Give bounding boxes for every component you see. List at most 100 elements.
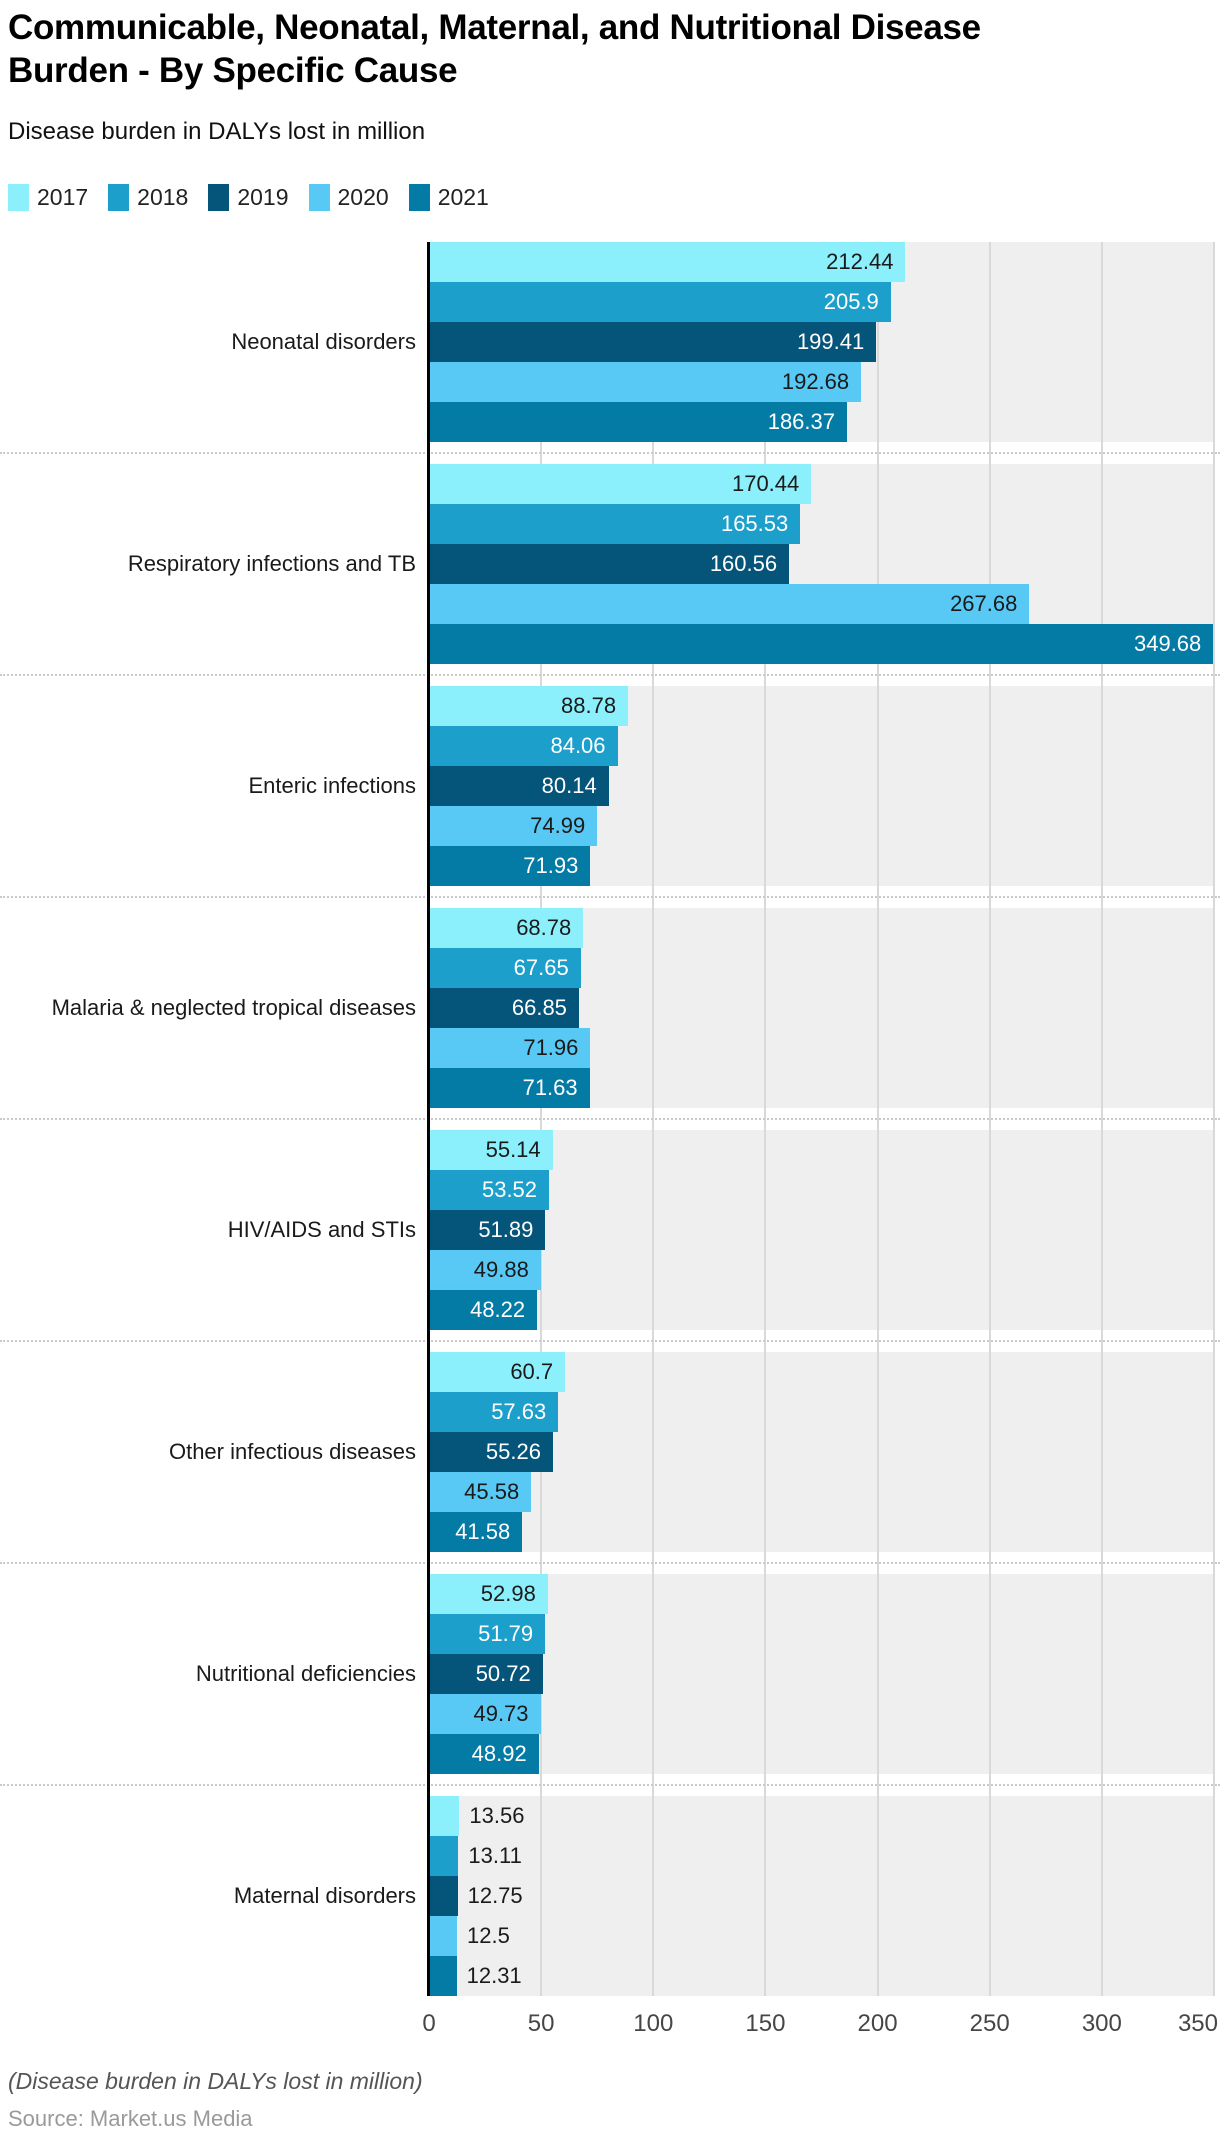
bar-other-infectious-diseases-2021[interactable] — [429, 1512, 523, 1552]
bar-maternal-disorders-2020[interactable] — [429, 1916, 458, 1956]
legend-item-2019[interactable]: 2019 — [208, 184, 289, 211]
group-separator — [0, 1340, 1220, 1342]
legend-item-label: 2021 — [437, 184, 489, 210]
legend-item-label: 2019 — [237, 184, 289, 210]
group-separator — [0, 1784, 1220, 1786]
bar-value-label: 267.68 — [950, 591, 1018, 616]
bar-value-label: 192.68 — [781, 369, 850, 394]
bar-value-label: 349.68 — [1133, 631, 1202, 656]
bar-enteric-infections-2020[interactable] — [429, 806, 598, 846]
bar-value-label: 88.78 — [561, 693, 617, 718]
bar-value-label: 160.56 — [709, 551, 778, 576]
bar-hiv-aids-and-stis-2019[interactable] — [429, 1210, 546, 1250]
bar-value-label: 57.63 — [491, 1399, 547, 1424]
legend: 2017 2018 2019 2020 2021 — [8, 184, 489, 211]
bar-other-infectious-diseases-2019[interactable] — [429, 1432, 553, 1472]
category-label-enteric-infections: Enteric infections — [248, 773, 416, 798]
category-band — [429, 1130, 1214, 1330]
bar-hiv-aids-and-stis-2020[interactable] — [429, 1250, 541, 1290]
category-label-hiv-aids-and-stis: HIV/AIDS and STIs — [227, 1217, 416, 1242]
legend-item-2021[interactable]: 2021 — [408, 184, 489, 211]
bar-value-label: 12.5 — [467, 1923, 510, 1948]
x-tick-50: 50 — [527, 2010, 555, 2037]
category-band — [429, 1574, 1214, 1774]
bar-value-label: 52.98 — [480, 1581, 536, 1606]
bar-neonatal-disorders-2020[interactable] — [429, 362, 862, 402]
group-separator — [0, 896, 1220, 898]
bar-value-label: 51.89 — [478, 1217, 534, 1242]
bar-value-label: 165.53 — [720, 511, 789, 536]
legend-item-2018[interactable]: 2018 — [108, 184, 188, 211]
bar-value-label: 60.7 — [510, 1359, 554, 1384]
bar-maternal-disorders-2019[interactable] — [429, 1876, 458, 1916]
bar-value-label: 48.22 — [470, 1297, 526, 1322]
bar-value-label: 71.63 — [522, 1075, 578, 1100]
bar-neonatal-disorders-2017[interactable] — [429, 242, 906, 282]
bar-respiratory-infections-and-tb-2018[interactable] — [429, 504, 801, 544]
footnote: (Disease burden in DALYs lost in million… — [8, 2068, 423, 2094]
bar-enteric-infections-2018[interactable] — [429, 726, 618, 766]
legend-item-label: 2017 — [37, 184, 89, 210]
group-separator — [0, 452, 1220, 454]
bar-maternal-disorders-2017[interactable] — [429, 1796, 460, 1836]
bar-nutritional-deficiencies-2018[interactable] — [429, 1614, 546, 1654]
bar-malaria-neglected-tropical-diseases-2017[interactable] — [429, 908, 584, 948]
bar-value-label: 170.44 — [731, 471, 800, 496]
x-tick-100: 100 — [633, 2010, 674, 2037]
bar-enteric-infections-2019[interactable] — [429, 766, 609, 806]
bar-enteric-infections-2017[interactable] — [429, 686, 629, 726]
bar-value-label: 53.52 — [481, 1177, 538, 1202]
legend-swatch-2018 — [108, 184, 130, 211]
bar-malaria-neglected-tropical-diseases-2021[interactable] — [429, 1068, 590, 1108]
bar-value-label: 12.75 — [467, 1883, 523, 1908]
bar-value-label: 186.37 — [767, 409, 835, 434]
chart-title: Communicable, Neonatal, Maternal, and Nu… — [8, 8, 981, 91]
bar-enteric-infections-2021[interactable] — [429, 846, 591, 886]
source-credit: Source: Market.us Media — [8, 2106, 253, 2131]
bar-value-label: 205.9 — [823, 289, 879, 314]
legend-item-2017[interactable]: 2017 — [8, 184, 88, 211]
legend-swatch-2020 — [308, 184, 330, 211]
bar-respiratory-infections-and-tb-2021[interactable] — [429, 624, 1214, 664]
bar-value-label: 84.06 — [550, 733, 606, 758]
legend-item-label: 2020 — [337, 184, 389, 210]
bar-malaria-neglected-tropical-diseases-2018[interactable] — [429, 948, 581, 988]
bar-value-label: 71.96 — [523, 1035, 579, 1060]
category-label-maternal-disorders: Maternal disorders — [233, 1883, 416, 1908]
legend-item-2020[interactable]: 2020 — [308, 184, 389, 211]
bar-value-label: 13.11 — [468, 1843, 522, 1868]
bar-respiratory-infections-and-tb-2017[interactable] — [429, 464, 812, 504]
bar-neonatal-disorders-2021[interactable] — [429, 402, 847, 442]
bar-value-label: 67.65 — [513, 955, 569, 980]
category-label-other-infectious-diseases: Other infectious diseases — [168, 1439, 416, 1464]
bar-malaria-neglected-tropical-diseases-2020[interactable] — [429, 1028, 591, 1068]
bar-nutritional-deficiencies-2019[interactable] — [429, 1654, 543, 1694]
bar-other-infectious-diseases-2017[interactable] — [429, 1352, 566, 1392]
bar-malaria-neglected-tropical-diseases-2019[interactable] — [429, 988, 579, 1028]
category-label-neonatal-disorders: Neonatal disorders — [231, 329, 416, 354]
bar-value-label: 199.41 — [796, 329, 865, 354]
bar-other-infectious-diseases-2018[interactable] — [429, 1392, 559, 1432]
bar-neonatal-disorders-2019[interactable] — [429, 322, 877, 362]
bar-value-label: 41.58 — [455, 1519, 511, 1544]
bar-other-infectious-diseases-2020[interactable] — [429, 1472, 532, 1512]
bar-maternal-disorders-2018[interactable] — [429, 1836, 459, 1876]
group-separator — [0, 674, 1220, 676]
bar-respiratory-infections-and-tb-2019[interactable] — [429, 544, 790, 584]
legend-swatch-2021 — [408, 184, 430, 211]
category-band — [429, 1796, 1214, 1996]
bar-hiv-aids-and-stis-2018[interactable] — [429, 1170, 550, 1210]
bar-nutritional-deficiencies-2017[interactable] — [429, 1574, 548, 1614]
bar-nutritional-deficiencies-2020[interactable] — [429, 1694, 541, 1734]
bar-respiratory-infections-and-tb-2020[interactable] — [429, 584, 1030, 624]
bar-maternal-disorders-2021[interactable] — [429, 1956, 457, 1996]
bar-hiv-aids-and-stis-2017[interactable] — [429, 1130, 553, 1170]
bar-value-label: 50.72 — [475, 1661, 531, 1686]
bar-nutritional-deficiencies-2021[interactable] — [429, 1734, 539, 1774]
bar-value-label: 51.79 — [478, 1621, 534, 1646]
bar-value-label: 66.85 — [511, 995, 567, 1020]
bar-hiv-aids-and-stis-2021[interactable] — [429, 1290, 538, 1330]
bar-neonatal-disorders-2018[interactable] — [429, 282, 891, 322]
